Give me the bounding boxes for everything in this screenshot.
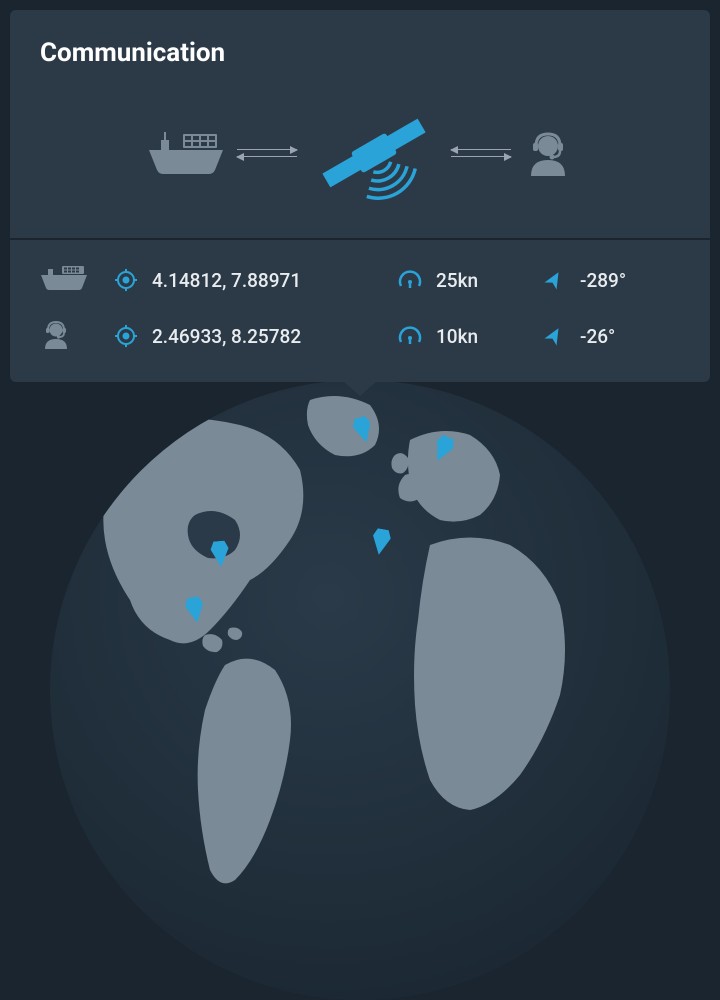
arrow-left-icon	[237, 156, 297, 157]
ship-heading-value: -289°	[580, 269, 626, 292]
speedometer-icon	[398, 324, 422, 348]
arrow-left-icon	[451, 149, 511, 150]
communication-panel: Communication	[10, 10, 710, 382]
page-title: Communication	[40, 38, 680, 68]
ship-speed-value: 25kn	[436, 269, 478, 292]
crosshair-icon	[114, 268, 138, 292]
panel-pointer	[342, 380, 378, 396]
speedometer-icon	[398, 268, 422, 292]
communication-diagram	[40, 88, 680, 218]
globe-map	[50, 380, 670, 1000]
bidirectional-arrows-right	[451, 149, 511, 157]
satellite-icon	[309, 98, 439, 208]
crosshair-icon	[114, 324, 138, 348]
data-section: 4.14812, 7.88971 25kn -289°	[10, 240, 710, 382]
bidirectional-arrows-left	[237, 149, 297, 157]
compass-arrow-icon	[542, 324, 566, 348]
arrow-right-icon	[237, 149, 297, 150]
operator-icon	[523, 128, 573, 178]
header-section: Communication	[10, 10, 710, 238]
arrow-right-icon	[451, 156, 511, 157]
ship-small-icon	[40, 264, 88, 296]
globe-circle	[50, 380, 670, 1000]
ship-icon	[147, 128, 225, 178]
ship-coords-value: 4.14812, 7.88971	[152, 269, 301, 292]
operator-small-icon	[40, 318, 72, 354]
operator-coords-value: 2.46933, 8.25782	[152, 325, 301, 348]
operator-speed-value: 10kn	[436, 325, 478, 348]
operator-heading-value: -26°	[580, 325, 615, 348]
data-row-ship: 4.14812, 7.88971 25kn -289°	[40, 264, 680, 296]
data-row-operator: 2.46933, 8.25782 10kn -26°	[40, 318, 680, 354]
compass-arrow-icon	[542, 268, 566, 292]
